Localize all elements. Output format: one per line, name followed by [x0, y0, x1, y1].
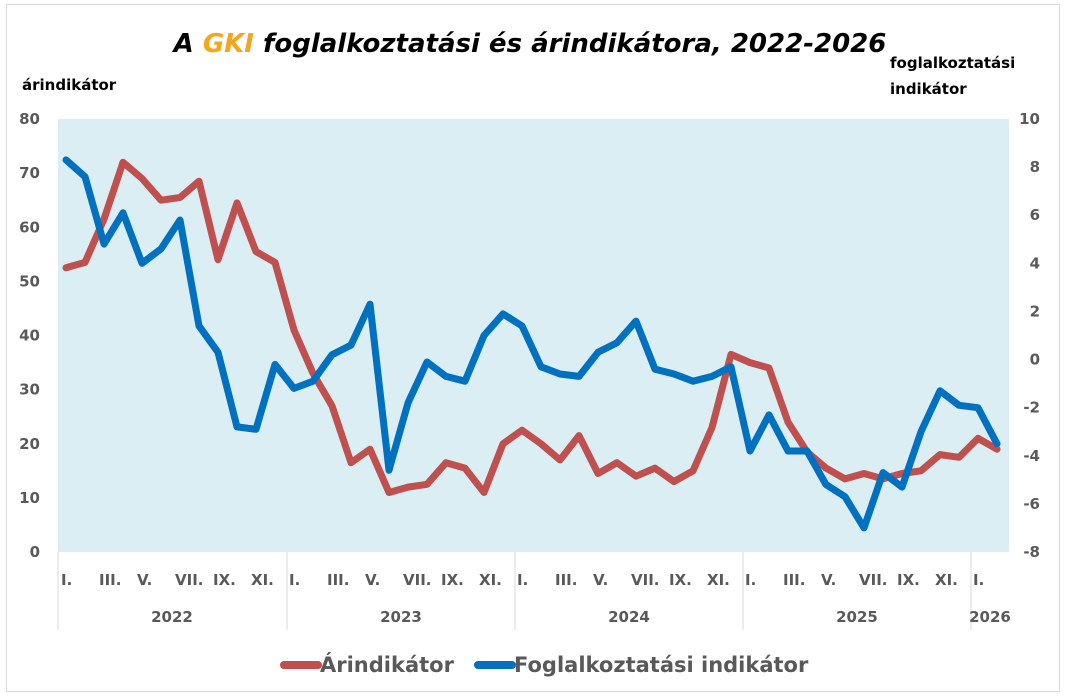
- month-label: III.: [555, 571, 577, 589]
- right-axis-ticks: -8 -6 -4 -2 0 2 4 6 8 10: [1019, 110, 1040, 561]
- chart-frame: [6, 4, 1060, 692]
- month-label: I.: [517, 571, 528, 589]
- month-label: I.: [745, 571, 756, 589]
- month-label: VII.: [175, 571, 203, 589]
- right-tick-label: 10: [1019, 110, 1040, 128]
- month-label: III.: [783, 571, 805, 589]
- month-label: I.: [61, 571, 72, 589]
- month-label: XI.: [935, 571, 958, 589]
- month-label: XI.: [251, 571, 274, 589]
- month-label: V.: [821, 571, 836, 589]
- left-tick-label: 70: [19, 164, 40, 182]
- month-label: V.: [365, 571, 380, 589]
- right-tick-label: -6: [1023, 495, 1040, 513]
- month-label: IX.: [441, 571, 464, 589]
- right-tick-label: -4: [1023, 447, 1040, 465]
- chart-title: A GKI foglalkoztatási és árindikátora, 2…: [172, 29, 887, 59]
- left-tick-label: 20: [19, 435, 40, 453]
- left-tick-label: 0: [30, 543, 40, 561]
- year-label: 2024: [608, 608, 650, 626]
- right-tick-label: -2: [1023, 399, 1040, 417]
- left-tick-label: 80: [19, 110, 40, 128]
- month-label: IX.: [897, 571, 920, 589]
- x-axis: I. III. V. VII. IX. XI. I. III. V. VII. IX. XI. I. II…: [57, 552, 1011, 630]
- right-tick-label: 4: [1030, 254, 1040, 272]
- right-tick-label: 2: [1030, 302, 1040, 320]
- series-line-arindikator: [62, 158, 1001, 496]
- right-tick-label: -8: [1023, 543, 1040, 561]
- left-tick-label: 50: [19, 272, 40, 290]
- year-label: 2025: [836, 608, 878, 626]
- right-axis-title-line1: foglalkoztatási: [890, 54, 1015, 72]
- left-tick-label: 30: [19, 381, 40, 399]
- year-label: 2026: [969, 608, 1011, 626]
- month-label: IX.: [213, 571, 236, 589]
- series-line-foglalkoztatasi: [62, 156, 1001, 532]
- month-label: VII.: [859, 571, 887, 589]
- month-label: XI.: [707, 571, 730, 589]
- left-tick-label: 60: [19, 218, 40, 236]
- left-tick-label: 40: [19, 327, 40, 345]
- month-label: I.: [973, 571, 984, 589]
- month-label: I.: [289, 571, 300, 589]
- month-label: V.: [593, 571, 608, 589]
- month-label: VII.: [631, 571, 659, 589]
- right-tick-label: 0: [1030, 351, 1040, 369]
- year-label: 2022: [151, 608, 193, 626]
- month-label: IX.: [669, 571, 692, 589]
- right-tick-label: 6: [1030, 206, 1040, 224]
- right-tick-label: 8: [1030, 158, 1040, 176]
- left-axis-ticks: 0 10 20 30 40 50 60 70 80: [19, 110, 40, 561]
- legend: Árindikátor Foglalkoztatási indikátor: [280, 652, 809, 677]
- series-lines: [62, 156, 1001, 532]
- month-label: V.: [137, 571, 152, 589]
- month-label: III.: [327, 571, 349, 589]
- left-tick-label: 10: [19, 489, 40, 507]
- month-label: III.: [99, 571, 121, 589]
- legend-label-foglalkoztatasi: Foglalkoztatási indikátor: [514, 653, 809, 677]
- right-axis-title-line2: indikátor: [890, 80, 967, 98]
- left-axis-title: árindikátor: [22, 76, 117, 94]
- legend-label-arindikator: Árindikátor: [320, 652, 455, 677]
- month-label: XI.: [479, 571, 502, 589]
- year-label: 2023: [380, 608, 422, 626]
- month-label: VII.: [403, 571, 431, 589]
